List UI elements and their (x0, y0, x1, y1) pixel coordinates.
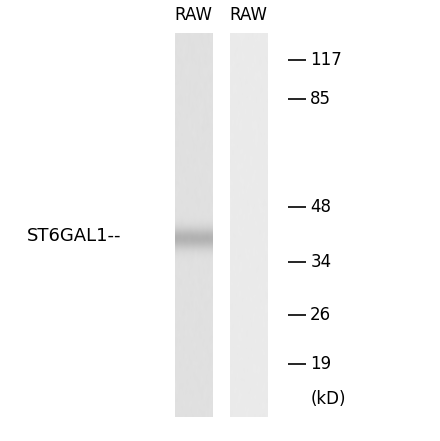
Text: ST6GAL1--: ST6GAL1-- (26, 227, 121, 245)
Text: RAW: RAW (175, 6, 213, 24)
Text: (kD): (kD) (310, 390, 346, 408)
Text: 26: 26 (310, 306, 331, 324)
Text: RAW: RAW (230, 6, 268, 24)
Text: 48: 48 (310, 198, 331, 216)
Text: 117: 117 (310, 51, 342, 68)
Text: 34: 34 (310, 254, 331, 271)
Text: 85: 85 (310, 90, 331, 108)
Text: 19: 19 (310, 355, 331, 373)
